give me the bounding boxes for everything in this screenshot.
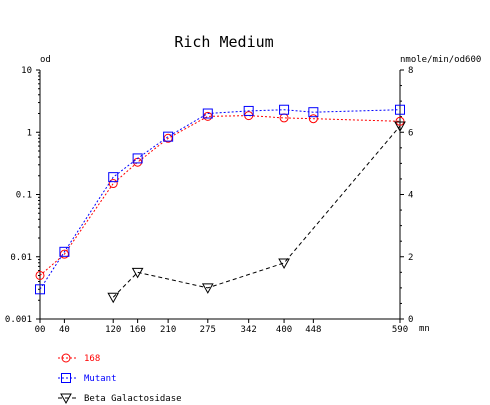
- x-tick-label: 342: [241, 325, 257, 335]
- data-point: [202, 108, 213, 119]
- data-point: [59, 246, 70, 257]
- data-point: [133, 157, 143, 167]
- data-point: [278, 258, 290, 270]
- data-point: [394, 121, 406, 133]
- y-left-tick-label: 0.001: [5, 315, 32, 325]
- data-point: [308, 107, 319, 118]
- x-tick-label: 210: [160, 325, 176, 335]
- legend-item: Mutant: [58, 373, 117, 384]
- data-point: [107, 292, 120, 304]
- y-right-tick-label: 8: [408, 66, 413, 76]
- series-line: [39, 115, 401, 276]
- series-line: [112, 125, 401, 298]
- x-tick-label: 275: [200, 325, 216, 335]
- series-1: [35, 104, 405, 295]
- y-left-tick-label: 10: [21, 66, 32, 76]
- x-tick-label: 00: [35, 325, 46, 335]
- legend-marker: [61, 353, 71, 363]
- y-right-tick-label: 0: [408, 315, 413, 325]
- legend-marker: [60, 393, 72, 405]
- series-0: [35, 111, 405, 280]
- y-left-tick-label: 1: [27, 128, 32, 138]
- y-right-axis-label: nmole/min/od600: [400, 55, 481, 65]
- data-point: [108, 179, 118, 189]
- data-point: [395, 104, 405, 115]
- x-tick-label: 448: [305, 325, 321, 335]
- series-2: [107, 121, 406, 304]
- data-point: [395, 116, 405, 126]
- series-layer: [35, 104, 406, 304]
- y-right-tick-label: 4: [408, 191, 413, 201]
- legend-label: Beta Galactosidase: [84, 394, 182, 404]
- legend-item: Beta Galactosidase: [58, 393, 182, 405]
- y-left-axis-label: od: [40, 55, 51, 65]
- data-point: [132, 153, 143, 164]
- x-tick-label: 160: [129, 325, 145, 335]
- legend: 168 Mutant Beta Galactosidase: [58, 353, 182, 405]
- data-point: [131, 267, 144, 279]
- y-left-tick-label: 0.01: [10, 253, 32, 263]
- data-point: [35, 270, 45, 280]
- axes: 00 40 120 160 210 275 342 400 448 5901010.10.010.…: [5, 66, 414, 335]
- series-line: [39, 109, 401, 290]
- x-tick-label: 590: [392, 325, 408, 335]
- y-right-tick-label: 6: [408, 128, 413, 138]
- data-point: [201, 283, 214, 294]
- data-point: [279, 104, 290, 115]
- data-point: [108, 172, 119, 183]
- x-tick-label: 40: [59, 325, 70, 335]
- data-point: [163, 131, 174, 142]
- legend-label: 168: [84, 354, 100, 364]
- y-right-tick-label: 2: [408, 253, 413, 263]
- chart-title: Rich Medium: [174, 33, 273, 51]
- data-point: [243, 105, 254, 116]
- legend-item: 168: [58, 353, 100, 364]
- x-axis-unit-label: mn: [419, 324, 430, 334]
- x-tick-label: 400: [276, 325, 292, 335]
- legend-label: Mutant: [84, 374, 117, 384]
- y-left-tick-label: 0.1: [16, 191, 32, 201]
- data-point: [35, 284, 45, 295]
- legend-marker: [61, 373, 71, 383]
- data-point: [308, 114, 318, 124]
- x-tick-label: 120: [105, 325, 121, 335]
